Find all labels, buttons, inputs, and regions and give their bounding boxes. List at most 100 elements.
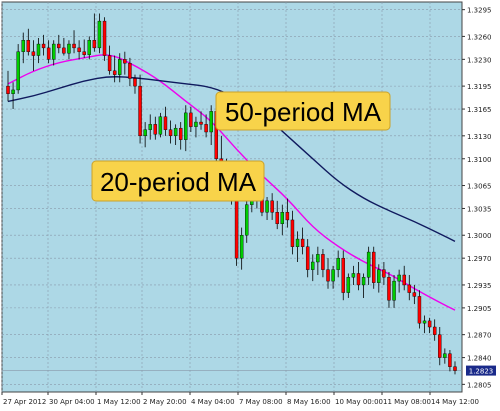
candle-body: [351, 273, 356, 278]
candle-body: [36, 43, 41, 56]
candle-body: [148, 124, 152, 130]
callout-50-box: [215, 91, 391, 131]
candle-body: [372, 251, 376, 283]
x-tick-label: 27 Apr 2012: [3, 398, 46, 406]
y-tick-label: 1.3230: [467, 56, 492, 64]
candle-body: [77, 47, 81, 52]
callout-50-period-ma: 50-period MA: [215, 91, 391, 131]
candle-body: [239, 235, 244, 259]
candle-body: [432, 326, 437, 335]
candle-body: [326, 269, 330, 282]
candle-body: [265, 200, 269, 213]
y-tick-label: 1.2870: [467, 332, 492, 340]
candle-body: [51, 43, 56, 60]
candle-body: [62, 47, 66, 54]
candle-body: [285, 212, 290, 221]
y-tick-label: 1.3260: [467, 33, 492, 41]
candle-body: [123, 59, 127, 64]
x-tick-label: 8 May 16:00: [287, 398, 331, 406]
y-axis-ticks: 1.3295 1.3260 1.3230 1.3195 1.3165 1.3130 1.31…: [462, 7, 492, 389]
candle-body: [331, 269, 335, 282]
x-tick-label: 11 May 08:00: [383, 398, 431, 406]
y-tick-label: 1.3000: [467, 232, 492, 240]
y-tick-label: 1.2805: [467, 381, 492, 389]
candle-body: [356, 273, 361, 286]
candle-body: [46, 47, 51, 60]
candle-body: [128, 62, 132, 79]
candle-body: [392, 280, 396, 301]
candle-body: [153, 124, 158, 135]
candle-body: [377, 269, 381, 283]
candle-body: [92, 40, 97, 49]
candle-body: [102, 20, 107, 56]
candle-body: [97, 20, 102, 49]
x-tick-label: 4 May 04:00: [191, 398, 235, 406]
candle-body: [21, 40, 25, 52]
candle-body: [438, 334, 442, 358]
x-tick-label: 7 May 08:00: [239, 398, 283, 406]
candle-body: [72, 43, 76, 49]
current-price-tag-bg: [466, 365, 496, 376]
y-tick-label: 1.3100: [467, 156, 492, 164]
candle-body: [417, 296, 422, 324]
candle-body: [158, 116, 163, 135]
candle-body: [143, 129, 147, 137]
candle-body: [448, 353, 452, 367]
candle-body: [382, 269, 386, 278]
x-axis-ticks: 27 Apr 2012 30 Apr 04:00 1 May 12:00 2 May …: [1, 392, 479, 406]
candle-body: [295, 238, 300, 247]
candle-body: [427, 320, 432, 328]
current-price-label: 1.2823: [469, 368, 494, 376]
candle-body: [305, 246, 310, 270]
candle-body: [412, 292, 417, 297]
candle-body: [270, 200, 274, 213]
candle-body: [387, 277, 391, 301]
candle-body: [82, 51, 86, 55]
candle-body: [275, 212, 279, 224]
candle-body: [178, 127, 183, 140]
y-tick-label: 1.3295: [467, 7, 492, 15]
candle-body: [67, 43, 71, 54]
candle-body: [31, 51, 36, 56]
callout-20-label: 20-period MA: [100, 167, 257, 197]
candle-body: [199, 121, 203, 125]
candle-body: [204, 124, 208, 133]
candle-body: [87, 40, 91, 55]
x-tick-label: 14 May 12:00: [431, 398, 479, 406]
candle-body: [234, 196, 239, 259]
candle-body: [11, 89, 15, 94]
candle-body: [26, 40, 31, 52]
x-tick-label: 1 May 12:00: [97, 398, 141, 406]
y-tick-label: 1.2905: [467, 305, 492, 313]
x-tick-label: 10 May 00:00: [335, 398, 383, 406]
candle-body: [280, 212, 285, 224]
candle-body: [168, 129, 173, 137]
current-price-tag: 1.2823: [466, 365, 496, 376]
y-tick-label: 1.3165: [467, 106, 492, 114]
candle-body: [443, 353, 447, 358]
callout-20-period-ma: 20-period MA: [91, 160, 265, 202]
candle-body: [16, 51, 20, 91]
candle-body: [321, 254, 325, 270]
candle-body: [133, 78, 137, 87]
x-tick-label: 2 May 20:00: [143, 398, 187, 406]
candle-body: [173, 127, 178, 137]
candle-body: [138, 85, 142, 137]
candle-body: [245, 204, 249, 236]
candle-body: [311, 261, 315, 270]
callout-50-label: 50-period MA: [225, 97, 382, 127]
y-tick-label: 1.3065: [467, 183, 492, 191]
candle-body: [407, 284, 412, 293]
callout-20-box: [91, 160, 265, 202]
candle-body: [366, 251, 371, 278]
candle-body: [397, 274, 401, 282]
candle-body: [346, 277, 351, 293]
grid-lines: [1, 2, 462, 392]
ma-line-20: [7, 54, 456, 311]
candle-body: [118, 59, 122, 75]
y-tick-label: 1.3195: [467, 83, 492, 91]
candle-body: [336, 257, 340, 270]
candle-body: [290, 219, 295, 247]
candle-body: [6, 85, 10, 94]
